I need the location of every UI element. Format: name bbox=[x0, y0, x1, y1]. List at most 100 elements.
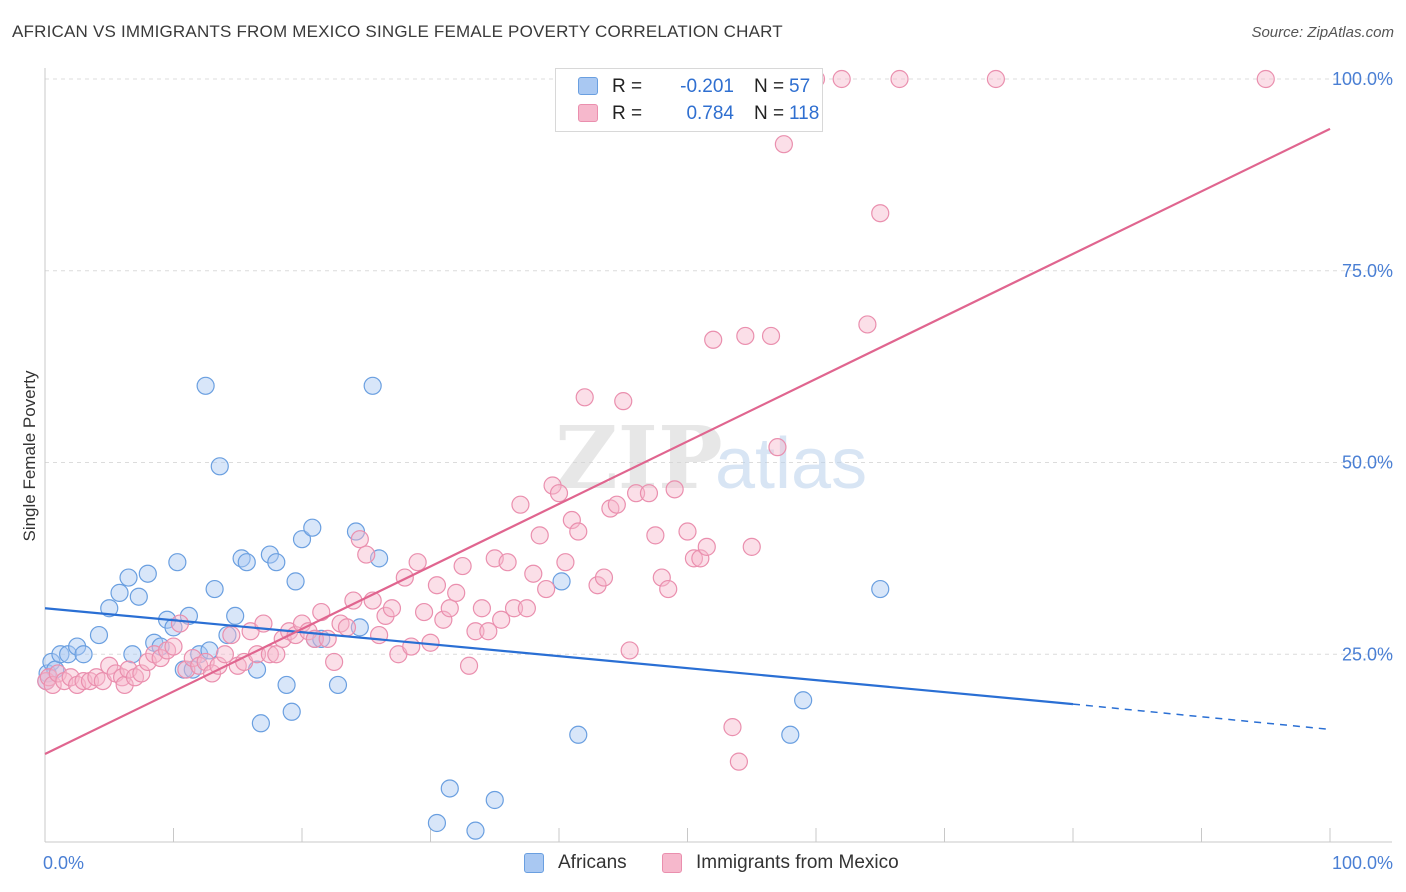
data-point-mexico bbox=[459, 656, 479, 675]
legend-n-label: N = bbox=[754, 76, 785, 97]
data-point-africans bbox=[871, 579, 890, 599]
data-point-mexico bbox=[652, 568, 671, 587]
data-point-mexico bbox=[986, 69, 1006, 89]
data-point-mexico bbox=[723, 718, 742, 737]
data-point-mexico bbox=[614, 392, 633, 411]
data-point-africans bbox=[466, 821, 485, 840]
data-point-africans bbox=[251, 714, 270, 733]
data-point-africans bbox=[277, 675, 296, 695]
data-point-mexico bbox=[646, 526, 665, 545]
data-point-africans bbox=[267, 553, 286, 572]
data-point-africans bbox=[138, 564, 157, 583]
trend-line-mexico bbox=[44, 127, 1331, 755]
chart-source: Source: ZipAtlas.com bbox=[1251, 24, 1394, 41]
data-point-mexico bbox=[427, 576, 447, 595]
data-point-mexico bbox=[665, 480, 684, 499]
data-point-mexico bbox=[1256, 69, 1275, 89]
y-axis-label: Single Female Poverty bbox=[20, 370, 39, 542]
data-point-africans bbox=[110, 583, 129, 602]
data-point-africans bbox=[552, 572, 571, 591]
data-point-mexico bbox=[402, 637, 421, 656]
legend-r-value: -0.201 bbox=[680, 76, 734, 97]
data-point-mexico bbox=[761, 326, 781, 346]
data-point-mexico bbox=[697, 537, 716, 556]
data-point-mexico bbox=[453, 556, 472, 576]
data-point-mexico bbox=[549, 484, 569, 503]
data-point-mexico bbox=[511, 495, 530, 514]
legend-swatch-africans bbox=[524, 853, 544, 873]
data-point-mexico bbox=[517, 599, 536, 618]
data-point-mexico bbox=[382, 599, 402, 618]
data-point-africans bbox=[51, 645, 70, 664]
data-point-mexico bbox=[537, 579, 556, 599]
data-point-mexico bbox=[736, 326, 755, 346]
y-tick-label: 75.0% bbox=[1342, 261, 1393, 281]
data-point-africans bbox=[210, 457, 229, 476]
data-point-africans bbox=[123, 645, 142, 664]
data-point-africans bbox=[100, 599, 119, 618]
data-point-africans bbox=[282, 702, 301, 721]
data-point-africans bbox=[350, 618, 369, 637]
data-point-mexico bbox=[742, 537, 761, 556]
data-point-mexico bbox=[164, 637, 183, 656]
data-point-mexico bbox=[594, 568, 614, 587]
chart-title: AFRICAN VS IMMIGRANTS FROM MEXICO SINGLE… bbox=[12, 22, 783, 41]
data-point-mexico bbox=[222, 625, 241, 645]
data-point-mexico bbox=[43, 675, 62, 695]
data-point-africans bbox=[168, 553, 187, 572]
data-point-mexico bbox=[871, 204, 890, 223]
data-point-mexico bbox=[215, 645, 234, 664]
data-point-africans bbox=[781, 725, 800, 744]
data-point-mexico bbox=[620, 641, 639, 660]
data-point-africans bbox=[292, 530, 312, 549]
data-point-mexico bbox=[115, 675, 134, 695]
data-point-africans bbox=[218, 625, 237, 645]
data-point-africans bbox=[129, 587, 148, 606]
data-point-mexico bbox=[325, 652, 344, 672]
legend-r-label: R = bbox=[612, 76, 643, 97]
data-point-africans bbox=[237, 553, 256, 572]
legend-n-value: 57 bbox=[789, 76, 811, 97]
x-tick-label: 0.0% bbox=[43, 853, 84, 873]
grid-layer: 25.0% 50.0% 75.0% 100.0% bbox=[45, 69, 1393, 664]
data-point-mexico bbox=[504, 599, 524, 618]
legend-label-africans: Africans bbox=[558, 852, 627, 873]
data-point-africans bbox=[89, 625, 109, 645]
data-point-mexico bbox=[607, 495, 626, 514]
data-point-mexico bbox=[832, 69, 851, 89]
data-point-africans bbox=[205, 579, 224, 599]
data-point-mexico bbox=[684, 549, 704, 568]
series-legend: Africans Immigrants from Mexico bbox=[0, 851, 1406, 877]
trend-line-africans bbox=[44, 607, 1074, 706]
data-point-mexico bbox=[350, 530, 369, 549]
data-point-africans bbox=[363, 376, 382, 395]
data-point-mexico bbox=[639, 484, 659, 503]
data-point-africans bbox=[74, 645, 93, 664]
data-point-mexico bbox=[524, 564, 543, 583]
data-point-mexico bbox=[408, 553, 427, 572]
data-point-mexico bbox=[414, 602, 434, 622]
data-point-mexico bbox=[678, 522, 697, 541]
data-point-africans bbox=[440, 779, 459, 798]
data-point-mexico bbox=[337, 618, 357, 637]
data-point-mexico bbox=[659, 579, 678, 599]
data-point-mexico bbox=[466, 622, 485, 641]
data-point-mexico bbox=[562, 510, 581, 530]
data-point-mexico bbox=[357, 545, 376, 564]
legend-n-label: N = bbox=[754, 103, 785, 124]
data-point-mexico bbox=[890, 69, 909, 89]
data-point-mexico bbox=[395, 568, 414, 587]
data-point-mexico bbox=[691, 549, 710, 568]
watermark-atlas: atlas bbox=[715, 424, 867, 504]
data-point-africans bbox=[303, 518, 322, 537]
data-point-africans bbox=[328, 675, 348, 695]
data-point-mexico bbox=[569, 522, 588, 541]
data-point-mexico bbox=[447, 583, 466, 602]
correlation-legend: R = -0.201 N = 57 R = 0.784 N = 118 bbox=[555, 68, 823, 132]
y-tick-label: 100.0% bbox=[1332, 69, 1393, 89]
data-point-mexico bbox=[440, 599, 459, 618]
legend-swatch-africans bbox=[578, 77, 598, 95]
data-point-mexico bbox=[492, 610, 511, 629]
legend-r-label: R = bbox=[612, 103, 643, 124]
